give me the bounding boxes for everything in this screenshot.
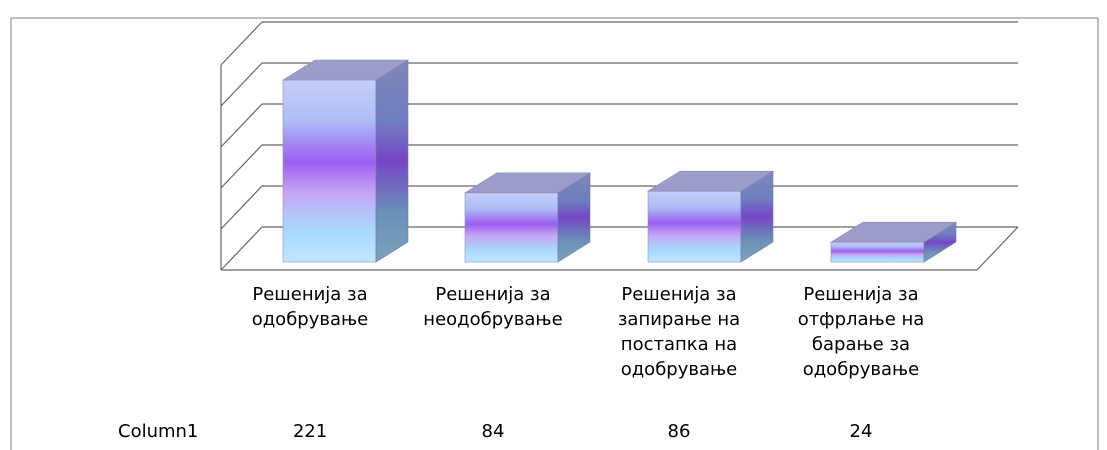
category-label: Решенија за неодобрување — [423, 284, 563, 330]
gridline-depth — [220, 226, 263, 271]
category-label: Решенија за одобрување — [251, 284, 369, 330]
gridline-depth — [220, 185, 263, 230]
data-table-cell: 24 — [849, 421, 873, 442]
bar-top — [646, 170, 775, 192]
bar-front — [282, 79, 377, 263]
gridline-depth — [220, 103, 263, 148]
bar-top — [829, 221, 958, 243]
bar-top — [463, 172, 592, 194]
bar — [281, 59, 410, 263]
bar — [646, 170, 775, 263]
gridline-depth — [220, 62, 263, 107]
chart-frame — [10, 17, 1099, 450]
bar-top — [281, 59, 410, 81]
bar-front — [647, 190, 742, 263]
gridline-depth — [220, 21, 263, 66]
data-table-row: Column1 221 84 86 24 — [0, 418, 1107, 448]
series-name: Column1 — [118, 421, 199, 442]
bar-front — [464, 192, 559, 263]
bar-side — [375, 59, 409, 263]
data-table-cell: 84 — [481, 421, 505, 442]
floor-right-edge — [976, 226, 1019, 271]
category-label: Решенија за отфрлање на барање за одобру… — [797, 284, 925, 380]
bars — [281, 59, 958, 263]
data-table-cell: 86 — [667, 421, 691, 442]
category-label: Решенија за запирање на постапка на одоб… — [617, 284, 741, 380]
bar — [463, 172, 592, 263]
bar-front — [830, 241, 925, 263]
gridline-depth — [220, 144, 263, 189]
data-table-cell: 221 — [292, 421, 328, 442]
bar — [829, 221, 958, 263]
